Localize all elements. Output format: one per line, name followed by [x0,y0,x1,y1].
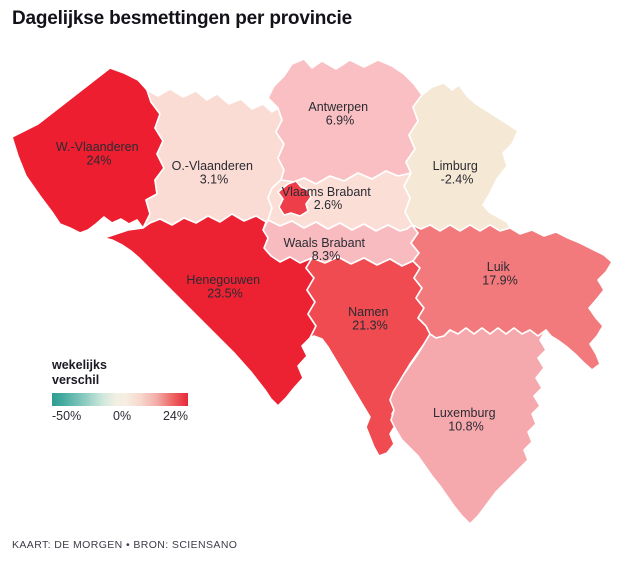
province-limburg [403,82,519,232]
provinces [11,58,613,525]
label-luxemburg: Luxemburg 10.8% [433,406,499,434]
label-namen: Namen 21.3% [348,305,392,333]
label-vlaams-brabant: Vlaams Brabant 2.6% [282,185,374,212]
label-luik: Luik 17.9% [482,260,517,288]
label-antwerpen: Antwerpen 6.9% [308,100,371,128]
province-luik [410,224,613,371]
legend-tick-zero: 0% [113,408,132,423]
region-brussel [277,180,312,217]
legend-tick-min: -50% [52,408,82,423]
label-limburg: Limburg -2.4% [433,159,482,187]
legend-title-line1: wekelijks [52,358,107,372]
label-henegouwen: Henegouwen 23.5% [186,273,263,301]
legend-tick-max: 24% [162,408,188,423]
label-oost-vlaanderen: O.-Vlaanderen 3.1% [172,159,257,187]
legend-ticks: -50% 0% 24% [52,409,188,423]
province-luxemburg [389,327,547,525]
legend: wekelijks verschil -50% 0% 24% [52,358,188,423]
label-waals-brabant: Waals Brabant 8.3% [283,236,368,263]
legend-title-line2: verschil [52,372,100,387]
legend-title: wekelijks verschil [52,358,188,388]
province-henegouwen [103,213,317,407]
legend-gradient-bar [52,392,188,406]
province-labels: W.-Vlaanderen 24% O.-Vlaanderen 3.1% Ant… [56,100,518,434]
label-west-vlaanderen: W.-Vlaanderen 24% [56,140,142,168]
source-credit: KAART: DE MORGEN • BRON: SCIENSANO [12,539,238,551]
chart-title: Dagelijkse besmettingen per provincie [12,8,352,29]
